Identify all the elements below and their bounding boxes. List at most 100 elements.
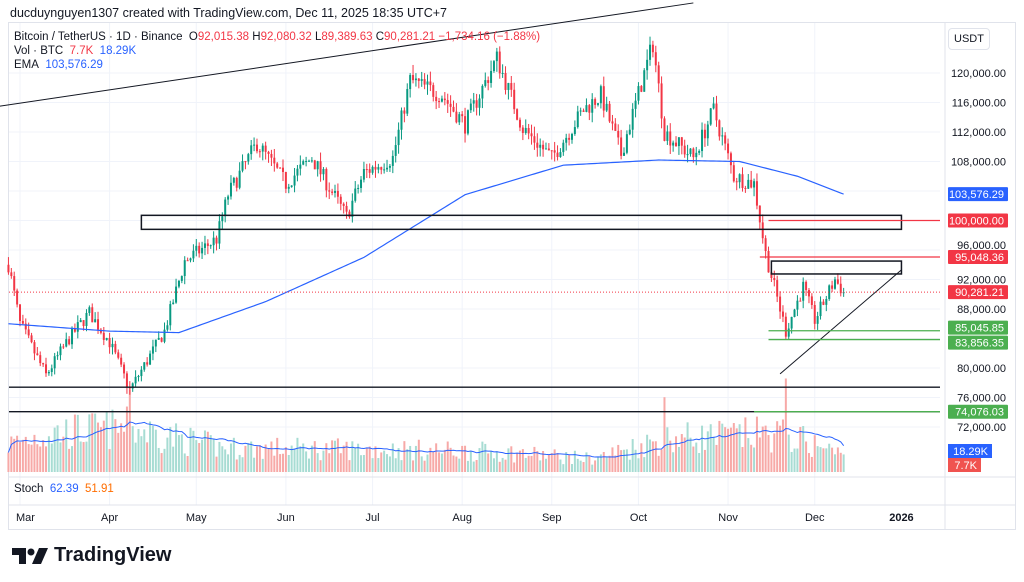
volume-bar [374, 446, 377, 472]
volume-bar [839, 452, 842, 472]
volume-bar [649, 439, 652, 472]
candle-body [536, 142, 539, 148]
time-tick-label: Dec [805, 512, 825, 524]
candle-body [796, 300, 799, 310]
candle-body [417, 78, 420, 81]
candle-body [715, 103, 718, 121]
volume-bar [351, 441, 354, 472]
volume-bar [429, 447, 432, 472]
candle-body [784, 316, 787, 337]
candle-body [88, 307, 91, 313]
volume-bar [533, 446, 536, 472]
candle-body [117, 352, 120, 358]
candle-body [787, 328, 790, 337]
candle-body [440, 98, 443, 102]
volume-bar [559, 459, 562, 472]
symbol-title[interactable]: Bitcoin / TetherUS · 1D · Binance [14, 31, 183, 43]
low-label: L [314, 31, 322, 43]
legend-ema[interactable]: EMA 103,576.29 [14, 59, 103, 71]
volume-bar [10, 436, 13, 472]
candle-body [391, 155, 394, 166]
candle-body [591, 99, 594, 113]
volume-bar [446, 441, 449, 472]
volume-bar [634, 449, 637, 472]
volume-bar [371, 458, 374, 472]
volume-bar [336, 438, 339, 472]
candle-body [790, 316, 793, 329]
volume-bar [599, 454, 602, 472]
volume-bar [692, 446, 695, 472]
candle-body [397, 129, 400, 146]
candle-body [755, 181, 758, 206]
candle-body [140, 369, 143, 377]
candle-body [492, 61, 495, 72]
candle-body [833, 279, 836, 289]
level-price-tag-bg [948, 213, 1008, 228]
volume-bar [412, 460, 415, 472]
candle-body [114, 343, 117, 353]
volume-bar [16, 435, 19, 472]
volume-bar [608, 455, 611, 472]
volume-bar [380, 452, 383, 472]
candle-body [729, 153, 732, 166]
candle-body [573, 127, 576, 134]
volume-bar [391, 443, 394, 472]
candle-body [617, 130, 620, 138]
candle-body [594, 99, 597, 105]
volume-bar [56, 425, 59, 472]
volume-bar [833, 454, 836, 472]
volume-bar [394, 458, 397, 472]
candle-body [744, 187, 747, 189]
candle-body [490, 71, 493, 83]
volume-bar [594, 460, 597, 472]
candle-body [828, 285, 831, 299]
volume-bar [770, 452, 773, 472]
volume-bar [582, 462, 585, 472]
volume-bar [484, 443, 487, 472]
vol-ma-tag-bg [948, 444, 992, 458]
volume-bar [131, 426, 134, 472]
candle-body [542, 144, 545, 150]
candle-body [530, 133, 533, 137]
volume-bar [602, 451, 605, 472]
volume-bar [773, 433, 776, 472]
candle-body [267, 151, 270, 154]
candle-body [229, 182, 232, 197]
vol-ma-value: 18.29K [99, 45, 137, 57]
candle-body [102, 332, 105, 340]
volume-bar [625, 449, 628, 472]
volume-bar [88, 414, 91, 472]
candle-body [30, 335, 33, 343]
volume-bar [472, 461, 475, 472]
volume-bar [807, 453, 810, 472]
volume-bar [73, 414, 76, 472]
volume-bar [464, 445, 467, 472]
legend-stoch[interactable]: Stoch 62.39 51.91 [14, 483, 114, 495]
volume-bar [137, 428, 140, 472]
volume-bar [680, 434, 683, 472]
candle-body [10, 272, 13, 277]
price-tick-label: 80,000.00 [957, 363, 1006, 375]
candle-body [293, 175, 296, 186]
candle-body [281, 167, 284, 173]
tradingview-logo[interactable]: TradingView [12, 544, 171, 567]
volume-bar [120, 423, 123, 472]
level-price-tag: 74,076.03 [955, 407, 1004, 419]
time-tick-label: Jul [366, 512, 380, 524]
volume-bar [498, 461, 501, 472]
price-tick-label: 76,000.00 [957, 393, 1006, 405]
candle-body [232, 177, 235, 183]
candle-body [747, 179, 750, 189]
currency-button[interactable]: USDT [948, 28, 990, 50]
legend-volume[interactable]: Vol · BTC 7.7K 18.29K [14, 45, 136, 57]
volume-bar [637, 458, 640, 472]
candle-body [33, 342, 36, 354]
candle-body [172, 302, 175, 305]
volume-bar [189, 427, 192, 472]
candle-body [677, 137, 680, 147]
volume-bar [221, 446, 224, 472]
candle-body [94, 319, 97, 323]
candle-body [238, 170, 241, 188]
candle-body [446, 100, 449, 104]
